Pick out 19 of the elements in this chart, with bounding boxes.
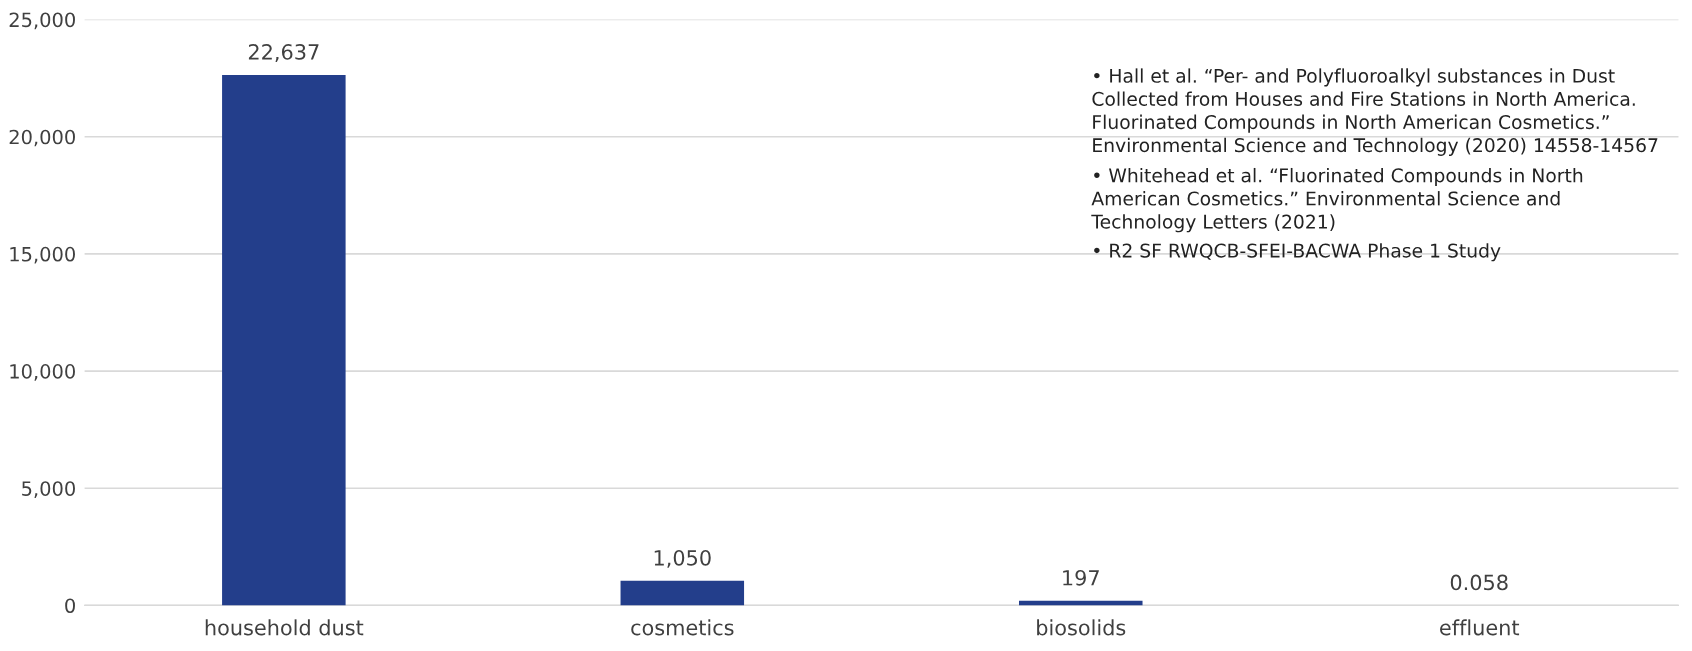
annotation: • Hall et al. “Per- and Polyfluoroalkyl substances in Dust Collected from Houses and Fire Stations in North America. Fluorinated Compounds in North American Cosmetics.” Environmental Science and Technology (2020) 14558-14567	[1092, 68, 1658, 156]
y-tick-label: 5,000	[22, 481, 75, 498]
x-tick-label: biosolids	[1037, 619, 1126, 636]
bar	[620, 580, 745, 606]
x-tick-label: household dust	[205, 619, 364, 636]
y-tick-label: 25,000	[9, 12, 75, 30]
annotation: • Whitehead et al. “Fluorinated Compounds in North American Cosmetics.” Environmental Science and Technology Letters (2021)	[1091, 167, 1583, 233]
bar	[222, 74, 346, 606]
data-label: 22,637	[248, 44, 319, 62]
y-tick-label: 0	[65, 598, 75, 614]
y-tick-label: 20,000	[9, 129, 75, 147]
annotation: • R2 SF RWQCB-SFEI-BACWA Phase 1 Study	[1094, 243, 1501, 262]
x-tick-label: effluent	[1440, 619, 1520, 636]
y-tick-label: 15,000	[10, 246, 75, 264]
data-label: 1,050	[654, 549, 711, 568]
data-label: 0.058	[1450, 574, 1508, 591]
y-tick-label: 10,000	[10, 364, 75, 381]
data-label: 197	[1063, 569, 1099, 586]
x-tick-label: cosmetics	[631, 619, 734, 636]
